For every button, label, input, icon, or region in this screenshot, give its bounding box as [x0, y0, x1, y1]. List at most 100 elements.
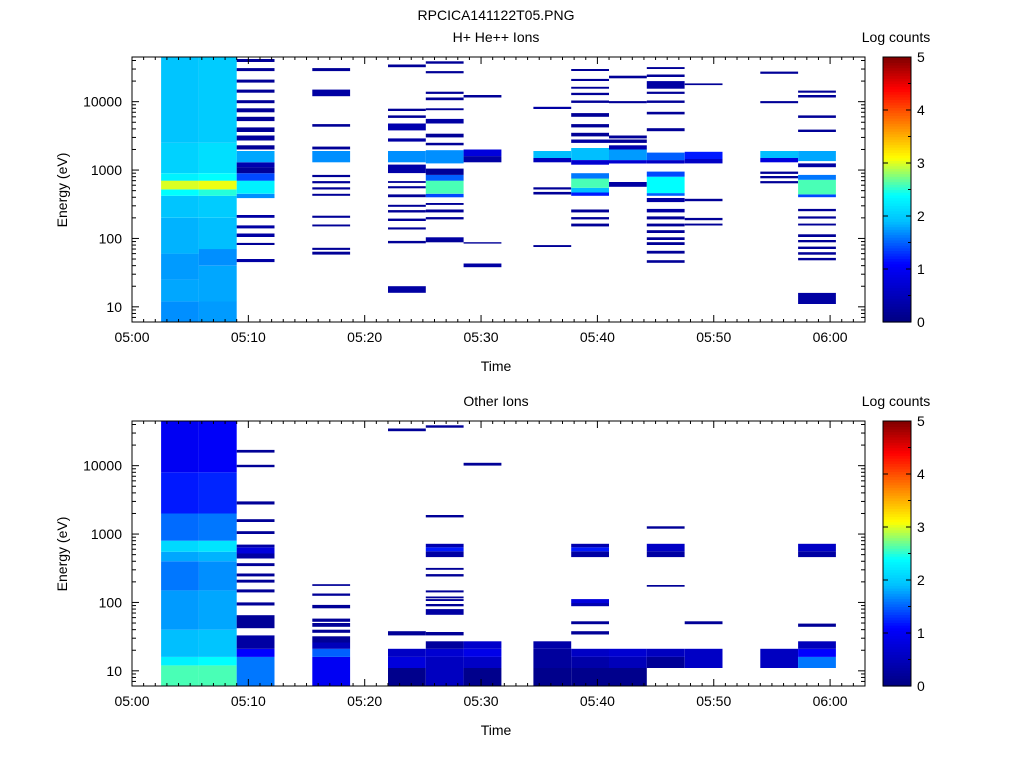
heatmap-cell: [463, 95, 502, 98]
x-tick-label: 05:40: [580, 329, 615, 345]
heatmap-cell: [425, 108, 464, 111]
colorbar-segment: [883, 242, 911, 246]
colorbar-segment: [883, 245, 911, 249]
panel-h-he-ions: H+ He++ Ions 05:00 05:10 05:20 05:30 05:40 05…: [54, 29, 930, 374]
heatmap-cell: [388, 64, 426, 68]
colorbar-segment: [883, 141, 911, 146]
heatmap-cell: [236, 635, 275, 649]
colorbar-segment: [883, 468, 911, 472]
heatmap-cell: [161, 656, 199, 666]
colorbar-segment: [883, 57, 911, 61]
heatmap-cell: [312, 584, 351, 586]
heatmap-cell: [646, 111, 685, 115]
colorbar-segment: [883, 656, 911, 661]
heatmap-cell: [312, 68, 351, 72]
heatmap-cell: [425, 180, 464, 194]
heatmap-cell: [571, 100, 609, 103]
colorbar-segment: [883, 542, 911, 547]
heatmap-cell: [388, 108, 426, 111]
colorbar-segment: [883, 667, 911, 671]
heatmap-cell: [798, 246, 836, 249]
heatmap-cell: [533, 648, 572, 668]
heatmap-cell: [798, 95, 836, 98]
colorbar-segment: [883, 202, 911, 206]
colorbar-segment: [883, 627, 911, 631]
x-axis-label: Time: [481, 722, 512, 738]
heatmap-cell: [236, 563, 275, 567]
heatmap-cell: [571, 148, 609, 160]
colorbar-segment: [883, 434, 911, 438]
y-axis-label: Energy (eV): [54, 153, 70, 228]
heatmap-cell: [198, 561, 237, 591]
colorbar-segment: [883, 186, 911, 191]
heatmap-cell: [798, 543, 836, 552]
heatmap-cell: [236, 89, 275, 93]
colorbar-segment: [883, 439, 911, 443]
heatmap-cell: [198, 249, 237, 266]
heatmap-cell: [425, 425, 464, 428]
heatmap-cell: [388, 115, 426, 118]
heatmap-cell: [798, 208, 836, 212]
heatmap-cell: [236, 116, 275, 122]
colorbar-segment: [883, 505, 911, 510]
colorbar-segment: [883, 163, 911, 167]
colorbar-segment: [883, 231, 911, 236]
colorbar-segment: [883, 590, 911, 594]
heatmap-cell: [571, 621, 609, 625]
colorbar-segment: [883, 572, 911, 576]
heatmap-cell: [798, 174, 836, 180]
colorbar-segment: [883, 426, 911, 430]
colorbar-segment: [883, 527, 911, 531]
heatmap-cell: [161, 665, 199, 686]
colorbar: 0 1 2 3 4 5: [882, 49, 925, 330]
x-axis-label: Time: [481, 358, 512, 374]
heatmap-cell: [236, 100, 275, 104]
heatmap-cell: [198, 57, 237, 143]
colorbar-segment: [883, 218, 911, 222]
y-tick-label: 10: [106, 299, 122, 315]
colorbar-segment: [883, 648, 911, 653]
heatmap-cell: [425, 590, 464, 593]
heatmap-cell: [798, 115, 836, 118]
colorbar-segment: [883, 255, 911, 259]
colorbar-segment: [883, 115, 911, 119]
colorbar-segment: [883, 133, 911, 138]
colorbar-segment: [883, 601, 911, 605]
heatmap-cell: [236, 531, 275, 534]
heatmap-cell: [571, 547, 609, 552]
colorbar-segment: [883, 524, 911, 528]
colorbar-segment: [883, 489, 911, 494]
heatmap-cell: [463, 648, 502, 657]
colorbar-segment: [883, 155, 911, 159]
heatmap-cell: [388, 648, 426, 657]
x-tick-label: 05:30: [464, 693, 499, 709]
heatmap-cell: [798, 216, 836, 219]
heatmap-cell: [312, 247, 351, 250]
colorbar-segment: [883, 646, 911, 650]
colorbar-tick-label: 2: [917, 208, 925, 224]
x-tick-label: 05:50: [696, 329, 731, 345]
colorbar-segment: [883, 319, 911, 323]
heatmap-cell: [684, 621, 723, 625]
heatmap-cell: [388, 186, 426, 189]
heatmap-cell: [646, 74, 685, 77]
heatmap-cell: [425, 61, 464, 64]
heatmap-cell: [798, 90, 836, 93]
colorbar-segment: [883, 479, 911, 483]
colorbar-segment: [883, 67, 911, 71]
colorbar-segment: [883, 617, 911, 621]
heatmap-cell: [388, 194, 426, 198]
heatmap-cell: [312, 187, 351, 190]
heatmap-cell: [236, 501, 275, 505]
heatmap-cell: [609, 145, 647, 150]
heatmap-cell: [533, 191, 572, 195]
heatmap-cell: [388, 428, 426, 432]
heatmap-cell: [388, 138, 426, 142]
heatmap-cell: [646, 198, 685, 203]
heatmap-cell: [646, 171, 685, 177]
heatmap-cell: [425, 209, 464, 213]
colorbar-segment: [883, 643, 911, 647]
heatmap-cell: [425, 174, 464, 181]
colorbar-segment: [883, 160, 911, 164]
colorbar-segment: [883, 128, 911, 132]
